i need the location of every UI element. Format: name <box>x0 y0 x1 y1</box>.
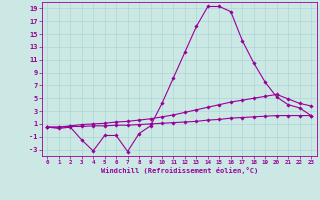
X-axis label: Windchill (Refroidissement éolien,°C): Windchill (Refroidissement éolien,°C) <box>100 167 258 174</box>
